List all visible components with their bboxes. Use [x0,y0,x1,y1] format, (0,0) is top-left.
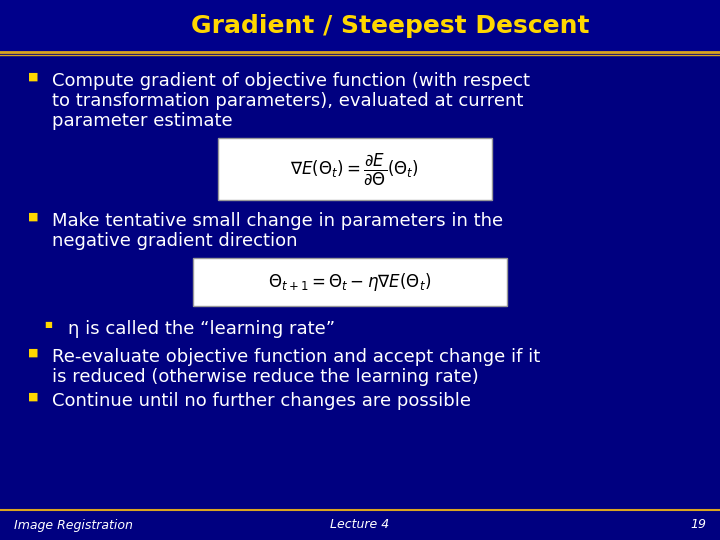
Text: Lecture 4: Lecture 4 [330,518,390,531]
FancyBboxPatch shape [218,138,492,200]
Bar [0,0,720,52]
Text: Image Registration: Image Registration [14,518,133,531]
Text: to transformation parameters), evaluated at current: to transformation parameters), evaluated… [52,92,523,110]
Text: 19: 19 [690,518,706,531]
Text: $\nabla E(\Theta_t) = \dfrac{\partial E}{\partial \Theta}(\Theta_t)$: $\nabla E(\Theta_t) = \dfrac{\partial E}… [290,151,420,187]
Text: Re-evaluate objective function and accept change if it: Re-evaluate objective function and accep… [52,348,540,366]
Text: η is called the “learning rate”: η is called the “learning rate” [68,320,335,338]
Text: ■: ■ [28,348,38,358]
Text: ■: ■ [44,320,52,329]
Text: parameter estimate: parameter estimate [52,112,233,130]
FancyBboxPatch shape [193,258,507,306]
Text: Continue until no further changes are possible: Continue until no further changes are po… [52,392,471,410]
Text: negative gradient direction: negative gradient direction [52,232,297,250]
Text: ■: ■ [28,72,38,82]
Text: is reduced (otherwise reduce the learning rate): is reduced (otherwise reduce the learnin… [52,368,479,386]
Text: ■: ■ [28,392,38,402]
Text: $\Theta_{t+1} = \Theta_t - \eta \nabla E(\Theta_t)$: $\Theta_{t+1} = \Theta_t - \eta \nabla E… [269,271,431,293]
Text: ■: ■ [28,212,38,222]
Text: Gradient / Steepest Descent: Gradient / Steepest Descent [191,14,589,38]
Text: Compute gradient of objective function (with respect: Compute gradient of objective function (… [52,72,530,90]
Text: Make tentative small change in parameters in the: Make tentative small change in parameter… [52,212,503,230]
